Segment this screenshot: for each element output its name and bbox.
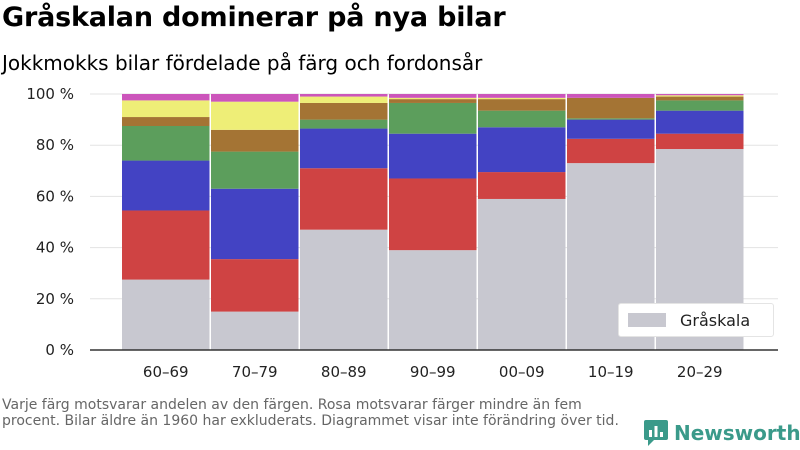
- newsworthy-logo-icon: [644, 420, 668, 446]
- bar-segment: [122, 279, 210, 350]
- bar-segment: [478, 110, 566, 128]
- x-tick-label: 70–79: [232, 363, 278, 381]
- bar-segment: [478, 198, 566, 350]
- bar-segment: [567, 97, 655, 119]
- bar-segment: [122, 210, 210, 280]
- bar-segment: [122, 100, 210, 118]
- x-tick-label: 00–09: [499, 363, 545, 381]
- bar-segment: [389, 99, 477, 103]
- bar-segment: [389, 102, 477, 134]
- y-tick-label: 40 %: [36, 239, 74, 257]
- bar-segment: [389, 94, 477, 98]
- chart-subtitle: Jokkmokks bilar fördelade på färg och fo…: [2, 51, 483, 75]
- y-tick-label: 60 %: [36, 187, 74, 205]
- bar-segment: [122, 117, 210, 126]
- bar-segment: [567, 119, 655, 139]
- bar-segment: [478, 97, 566, 100]
- y-tick-label: 0 %: [45, 341, 74, 359]
- bar-segment: [211, 311, 299, 350]
- legend-label: Gråskala: [680, 310, 751, 330]
- bar-segment: [567, 94, 655, 98]
- bar-segment: [478, 94, 566, 98]
- legend: Gråskala: [618, 303, 774, 337]
- bar-segment: [478, 127, 566, 173]
- bar-segment: [656, 100, 744, 111]
- bar-segment: [122, 94, 210, 101]
- bars: [122, 94, 744, 350]
- bar-segment: [389, 250, 477, 350]
- legend-swatch: [628, 313, 666, 327]
- bar-segment: [478, 99, 566, 111]
- bar-segment: [211, 259, 299, 312]
- bar-segment: [389, 97, 477, 100]
- bar-segment: [656, 94, 744, 96]
- bar-segment: [567, 118, 655, 120]
- x-tick-label: 10–19: [588, 363, 634, 381]
- bar-segment: [122, 126, 210, 161]
- y-tick-label: 80 %: [36, 136, 74, 154]
- x-axis: 60–69 70–79 80–89 90–99 00–09 10–19 20–29: [143, 363, 723, 381]
- bar-segment: [211, 188, 299, 260]
- bar-segment: [211, 94, 299, 102]
- bar-segment: [656, 96, 744, 101]
- x-tick-label: 90–99: [410, 363, 456, 381]
- stacked-bar-chart: 0 % 20 % 40 % 60 % 80 % 100 % 60–69 70–79 80–89…: [26, 85, 778, 381]
- x-tick-label: 80–89: [321, 363, 367, 381]
- bar-segment: [300, 94, 388, 97]
- y-tick-label: 100 %: [26, 85, 74, 103]
- bar-segment: [300, 229, 388, 350]
- footnote: Varje färg motsvarar andelen av den färg…: [2, 397, 619, 429]
- bar-segment: [656, 95, 744, 97]
- bar-segment: [300, 128, 388, 169]
- bar-segment: [567, 138, 655, 164]
- bar-segment: [211, 101, 299, 130]
- y-tick-label: 20 %: [36, 290, 74, 308]
- bar-segment: [122, 160, 210, 211]
- x-tick-label: 20–29: [677, 363, 723, 381]
- bar-segment: [389, 133, 477, 179]
- bar-segment: [656, 133, 744, 150]
- x-tick-label: 60–69: [143, 363, 189, 381]
- bar-segment: [211, 129, 299, 152]
- bar-segment: [478, 172, 566, 199]
- bar-segment: [211, 151, 299, 189]
- bar-segment: [656, 110, 744, 134]
- y-axis: 0 % 20 % 40 % 60 % 80 % 100 %: [26, 85, 74, 359]
- bar-segment: [300, 119, 388, 129]
- bar-segment: [300, 168, 388, 230]
- brand[interactable]: Newsworthy: [644, 420, 800, 446]
- bar-segment: [300, 102, 388, 120]
- bar-segment: [300, 96, 388, 103]
- brand-name: Newsworthy: [674, 421, 800, 445]
- bar-segment: [389, 178, 477, 251]
- chart-title: Gråskalan dominerar på nya bilar: [2, 2, 506, 33]
